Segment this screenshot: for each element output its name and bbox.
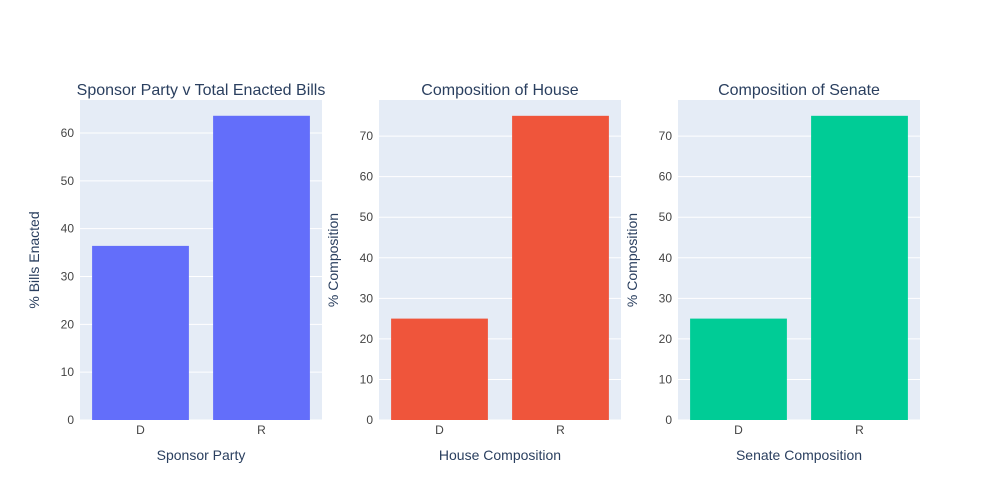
bars-senate (690, 115, 908, 420)
chart-title-sponsor-party: Sponsor Party v Total Enacted Bills (77, 82, 326, 99)
y-tick-label: 30 (360, 291, 374, 305)
y-tick-label: 50 (61, 174, 75, 188)
y-tick-label: 0 (67, 413, 74, 427)
x-axis-label-sponsor-party: Sponsor Party (157, 447, 246, 463)
x-axis-label-house: House Composition (439, 447, 561, 463)
y-axis-label-senate: % Composition (624, 213, 640, 307)
bar-house-r (512, 115, 609, 420)
y-tick-label: 50 (360, 210, 374, 224)
y-tick-labels-senate: 0 10 20 30 40 50 60 70 (659, 129, 673, 427)
y-tick-label: 10 (360, 372, 374, 386)
y-tick-label: 20 (61, 317, 75, 331)
y-tick-label: 70 (659, 129, 673, 143)
y-tick-label: 60 (61, 126, 75, 140)
x-tick-label: R (855, 423, 864, 437)
y-tick-label: 40 (61, 222, 75, 236)
y-tick-label: 0 (665, 413, 672, 427)
bar-senate-d (690, 318, 787, 420)
bars-sponsor-party (92, 115, 310, 420)
bar-senate-r (811, 115, 908, 420)
y-tick-label: 10 (61, 365, 75, 379)
y-axis-label-sponsor-party: % Bills Enacted (26, 211, 42, 308)
y-axis-label-house: % Composition (325, 213, 341, 307)
y-tick-label: 30 (659, 291, 673, 305)
y-tick-label: 50 (659, 210, 673, 224)
y-tick-label: 10 (659, 372, 673, 386)
y-tick-label: 30 (61, 270, 75, 284)
x-axis-label-senate: Senate Composition (736, 447, 862, 463)
x-tick-label: D (136, 423, 145, 437)
y-tick-label: 60 (360, 170, 374, 184)
y-tick-label: 0 (366, 413, 373, 427)
y-tick-labels-sponsor-party: 0 10 20 30 40 50 60 (61, 126, 75, 427)
x-tick-label: D (435, 423, 444, 437)
bar-house-d (391, 318, 488, 420)
bar-sponsor-party-r (213, 115, 310, 420)
y-tick-label: 20 (659, 332, 673, 346)
chart-title-senate: Composition of Senate (718, 82, 880, 99)
y-tick-label: 20 (360, 332, 374, 346)
bars-house (391, 115, 609, 420)
y-tick-label: 40 (360, 251, 374, 265)
chart-title-house: Composition of House (421, 82, 579, 99)
y-tick-label: 60 (659, 170, 673, 184)
y-tick-label: 70 (360, 129, 374, 143)
y-tick-labels-house: 0 10 20 30 40 50 60 70 (360, 129, 374, 427)
y-tick-label: 40 (659, 251, 673, 265)
x-tick-label: R (257, 423, 266, 437)
bar-sponsor-party-d (92, 245, 189, 420)
x-tick-label: D (734, 423, 743, 437)
x-tick-label: R (556, 423, 565, 437)
